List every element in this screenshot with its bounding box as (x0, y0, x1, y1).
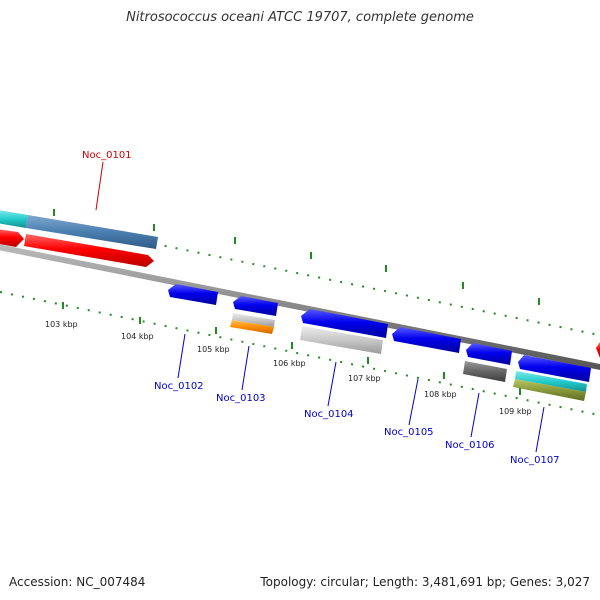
noc-0107-cyan-feature (515, 371, 587, 392)
topology-text: Topology: circular; Length: 3,481,691 bp… (260, 575, 590, 589)
noc-0101-feature (26, 215, 158, 249)
gene-label-noc-0102[interactable]: Noc_0102 (154, 381, 204, 392)
noc-0103-gray-feature (232, 313, 275, 327)
noc-0107-gene-arrow (518, 355, 591, 382)
outer-major-ticks (53, 209, 540, 305)
noc-0103-orange-feature (230, 320, 274, 334)
noc-0102-gene-arrow (168, 284, 218, 305)
kbp-label-107: 107 kbp (348, 374, 381, 383)
noc-0104-gene-arrow (301, 309, 388, 338)
noc-0105-gene-arrow (392, 327, 461, 353)
noc-0104-gray-feature (300, 326, 383, 354)
gene-label-pointers (177, 333, 545, 453)
gene-label-noc-0101[interactable]: Noc_0101 (82, 150, 132, 161)
gene-label-noc-0107[interactable]: Noc_0107 (510, 455, 560, 466)
noc-0107-pointer (535, 406, 545, 453)
cyan-feature-left (0, 210, 28, 228)
noc-0106-pointer (470, 392, 480, 438)
inner-major-ticks (62, 302, 521, 395)
inner-tick-track (0, 291, 600, 418)
kbp-label-106: 106 kbp (273, 359, 306, 368)
kbp-label-104: 104 kbp (121, 332, 154, 341)
map-title: Nitrosococcus oceani ATCC 19707, complet… (126, 10, 474, 25)
noc-0106-gene-arrow (466, 343, 512, 365)
noc-0103-pointer (241, 345, 250, 391)
noc-0104-pointer (327, 361, 337, 407)
gene-label-noc-0103[interactable]: Noc_0103 (216, 393, 266, 404)
kbp-label-103: 103 kbp (45, 320, 78, 329)
noc-0102-pointer (177, 333, 186, 379)
noc-0101-pointer (95, 161, 104, 211)
kbp-label-105: 105 kbp (197, 345, 230, 354)
noc-0107-olive-feature (513, 379, 586, 401)
gene-label-noc-0104[interactable]: Noc_0104 (304, 409, 354, 420)
red-gene-left (0, 229, 24, 247)
gene-label-noc-0106[interactable]: Noc_0106 (445, 440, 495, 451)
kbp-label-108: 108 kbp (424, 390, 457, 399)
reverse-features (168, 284, 591, 401)
noc-0105-pointer (408, 378, 419, 426)
noc-0103-gene-arrow (233, 296, 278, 316)
inner-minor-ticks (0, 291, 600, 418)
kbp-label-109: 109 kbp (499, 407, 532, 416)
noc-0106-dark-feature (463, 361, 507, 382)
noc-0101-gene-arrow (24, 234, 154, 267)
gene-label-noc-0105[interactable]: Noc_0105 (384, 427, 434, 438)
forward-features (0, 210, 600, 358)
accession-text: Accession: NC_007484 (9, 575, 146, 589)
red-gene-right-edge (596, 342, 600, 358)
